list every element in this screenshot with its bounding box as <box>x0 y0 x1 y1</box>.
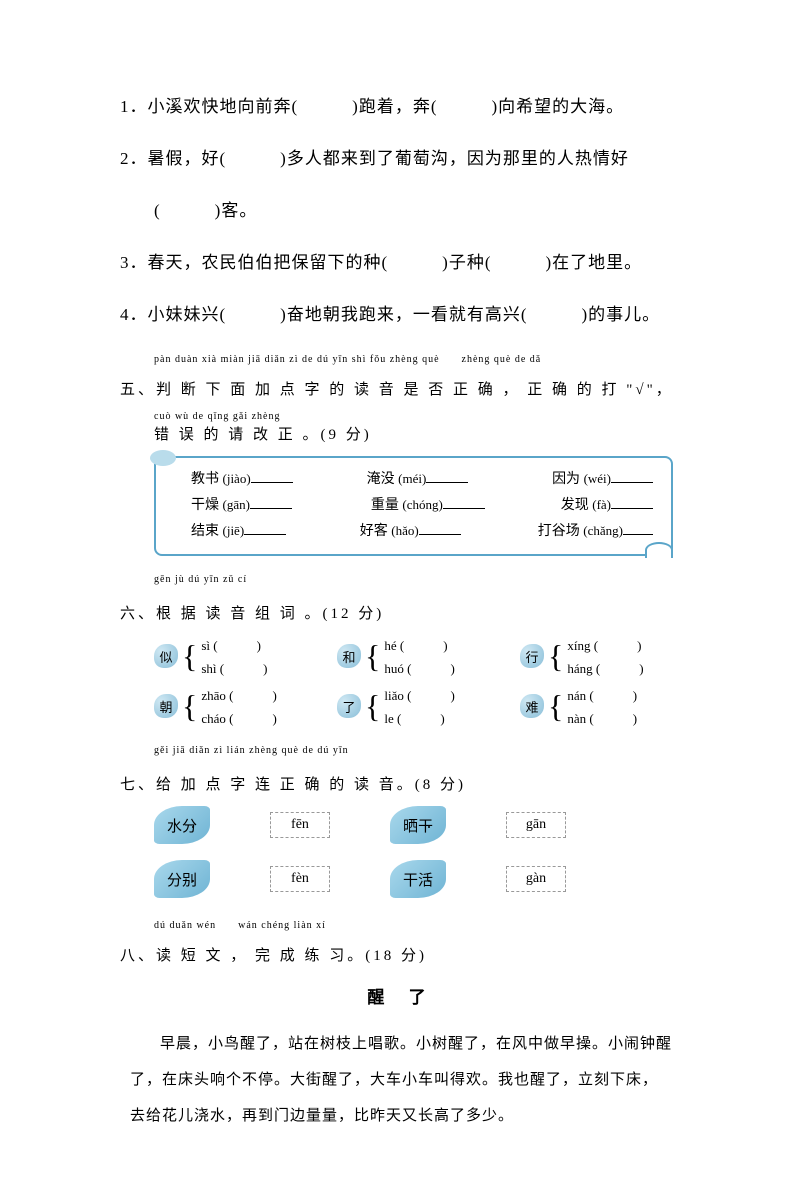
brace-icon: { <box>182 640 197 672</box>
word: 发现 <box>561 494 589 514</box>
section-7-title: 七、给 加 点 字 连 正 确 的 读 音。(8 分) <box>120 773 683 794</box>
leaf-icon: 晒干 <box>390 806 446 844</box>
section-8-title: 八、读 短 文 ， 完 成 练 习。(18 分) <box>120 944 683 965</box>
word: 结束 <box>191 520 219 540</box>
brace-icon: { <box>365 640 380 672</box>
brace-icon: { <box>365 690 380 722</box>
word: 淹没 <box>367 468 395 488</box>
pinyin: shì <box>201 661 216 676</box>
pinyin-annotation: dú duǎn wén wán chéng liàn xí <box>154 916 326 931</box>
blank[interactable] <box>443 494 485 509</box>
table-row: 结束 (jiē) 好客 (hǎo) 打谷场 (chǎng) <box>191 520 653 540</box>
pinyin-option[interactable]: fèn <box>270 866 330 892</box>
word: 教书 <box>191 468 219 488</box>
blank[interactable] <box>251 468 293 483</box>
pinyin: xíng <box>567 638 590 653</box>
pinyin: (hǎo) <box>391 523 418 539</box>
section-6-title: 六、根 据 读 音 组 词 。(12 分) <box>120 602 683 623</box>
pinyin: cháo <box>201 711 226 726</box>
passage-body: 早晨，小鸟醒了，站在树枝上唱歌。小树醒了，在风中做早操。小闹钟醒了，在床头响个不… <box>130 1026 673 1134</box>
section-5-title: 五、判 断 下 面 加 点 字 的 读 音 是 否 正 确 ， 正 确 的 打 … <box>120 378 683 399</box>
grouping-item: 行{xíng ( )háng ( ) <box>520 635 673 677</box>
blank[interactable] <box>611 494 653 509</box>
blank[interactable] <box>623 520 653 535</box>
swirl-icon <box>645 542 673 558</box>
pinyin-option[interactable]: gān <box>506 812 566 838</box>
pinyin: zhāo <box>201 688 226 703</box>
question-1: 1．小溪欢快地向前奔( )跑着，奔( )向希望的大海。 <box>120 90 683 124</box>
table-row: 干燥 (gān) 重量 (chóng) 发现 (fà) <box>191 494 653 514</box>
cloud-icon <box>150 450 176 466</box>
brace-icon: { <box>182 690 197 722</box>
pinyin: nàn <box>567 711 586 726</box>
pinyin-option[interactable]: gàn <box>506 866 566 892</box>
pinyin: le <box>384 711 393 726</box>
blank[interactable] <box>250 494 292 509</box>
grouping-item: 朝{zhāo ( )cháo ( ) <box>154 685 307 727</box>
passage-title: 醒 了 <box>120 983 683 1008</box>
pinyin: huó <box>384 661 404 676</box>
pinyin: (wéi) <box>584 471 611 487</box>
word: 干燥 <box>191 494 219 514</box>
char-icon: 似 <box>154 644 178 668</box>
pinyin-option[interactable]: fēn <box>270 812 330 838</box>
question-2b: ( )客。 <box>154 194 683 228</box>
pinyin-annotation: pàn duàn xià miàn jiā diǎn zì de dú yīn … <box>154 350 541 365</box>
char-icon: 行 <box>520 644 544 668</box>
word: 好客 <box>360 520 388 540</box>
grouping-item: 和{hé ( )huó ( ) <box>337 635 490 677</box>
blank[interactable] <box>244 520 286 535</box>
pinyin: (fà) <box>592 497 611 513</box>
pinyin-annotation: gěi jiā diǎn zì lián zhèng què de dú yīn <box>154 745 349 756</box>
blank[interactable] <box>611 468 653 483</box>
grouping-item: 了{liǎo ( )le ( ) <box>337 685 490 727</box>
leaf-icon: 干活 <box>390 860 446 898</box>
question-3: 3．春天，农民伯伯把保留下的种( )子种( )在了地里。 <box>120 246 683 280</box>
pinyin: liǎo <box>384 688 404 703</box>
pinyin: háng <box>567 661 592 676</box>
pinyin-annotation: cuò wù de qǐng gǎi zhèng <box>154 411 280 422</box>
word: 因为 <box>552 468 580 488</box>
char-icon: 难 <box>520 694 544 718</box>
char-icon: 朝 <box>154 694 178 718</box>
blank[interactable] <box>419 520 461 535</box>
brace-icon: { <box>548 640 563 672</box>
judgment-box: 教书 (jiào) 淹没 (méi) 因为 (wéi) 干燥 (gān) 重量 … <box>154 456 673 556</box>
leaf-icon: 分别 <box>154 860 210 898</box>
group-grid: 似{sì ( )shì ( )和{hé ( )huó ( )行{xíng ( )… <box>154 635 673 727</box>
blank[interactable] <box>426 468 468 483</box>
pinyin: sì <box>201 638 210 653</box>
question-4: 4．小妹妹兴( )奋地朝我跑来，一看就有高兴( )的事儿。 <box>120 298 683 332</box>
pinyin: (méi) <box>398 471 426 487</box>
pinyin: (gān) <box>223 497 250 513</box>
pinyin: (jiào) <box>223 471 251 487</box>
pinyin-annotation: gēn jù dú yīn zǔ cí <box>154 574 247 585</box>
grouping-item: 似{sì ( )shì ( ) <box>154 635 307 677</box>
brace-icon: { <box>548 690 563 722</box>
pinyin: (jiē) <box>223 523 245 539</box>
table-row: 教书 (jiào) 淹没 (méi) 因为 (wéi) <box>191 468 653 488</box>
word: 打谷场 <box>538 520 580 540</box>
section-5-sub: 错 误 的 请 改 正 。(9 分) <box>154 423 683 444</box>
char-icon: 了 <box>337 694 361 718</box>
pinyin: nán <box>567 688 586 703</box>
grouping-item: 难{nán ( )nàn ( ) <box>520 685 673 727</box>
leaf-icon: 水分 <box>154 806 210 844</box>
char-icon: 和 <box>337 644 361 668</box>
pinyin: (chǎng) <box>583 523 623 539</box>
question-2a: 2．暑假，好( )多人都来到了葡萄沟，因为那里的人热情好 <box>120 142 683 176</box>
pinyin: hé <box>384 638 396 653</box>
word: 重量 <box>371 494 399 514</box>
section-7-body: 水分 fēn 晒干 gān 分别 fèn 干活 gàn <box>154 806 673 898</box>
pinyin: (chóng) <box>402 497 442 513</box>
